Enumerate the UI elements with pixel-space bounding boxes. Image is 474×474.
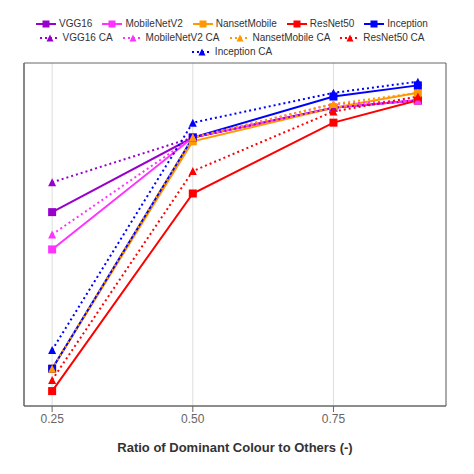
html-text:NansetMobile: NansetMobile <box>215 18 277 29</box>
html-text:VGG16 CA: VGG16 CA <box>62 32 113 43</box>
html-text:ResNet50: ResNet50 <box>309 18 355 29</box>
html-text:MobileNetV2: MobileNetV2 <box>125 18 183 29</box>
svg-text:0.75: 0.75 <box>322 412 346 426</box>
html-text:Inception CA: Inception CA <box>214 46 273 57</box>
html-text:Inception: Inception <box>387 18 428 29</box>
svg-text:0.25: 0.25 <box>40 412 64 426</box>
html-text:ResNet50 CA: ResNet50 CA <box>363 32 425 43</box>
svg-text:Ratio of Dominant Colour to Ot: Ratio of Dominant Colour to Others (-) <box>117 440 352 455</box>
html-text:MobileNetV2 CA: MobileNetV2 CA <box>145 32 220 43</box>
html-text:VGG16: VGG16 <box>59 18 93 29</box>
html-text:NansetMobile CA: NansetMobile CA <box>252 32 331 43</box>
svg-text:0.50: 0.50 <box>181 412 205 426</box>
